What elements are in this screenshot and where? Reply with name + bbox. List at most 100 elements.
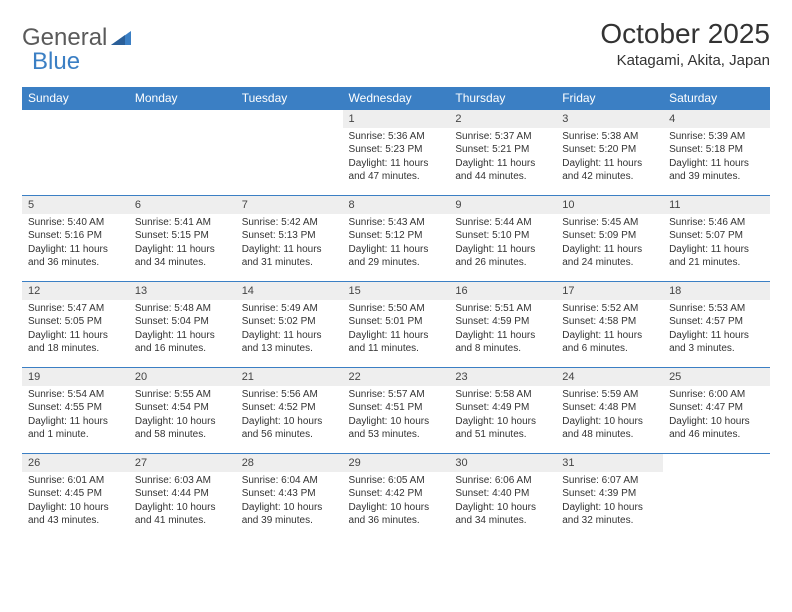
- day-number-cell: 17: [556, 282, 663, 300]
- daylight-line: Daylight: 11 hours and 36 minutes.: [28, 243, 123, 270]
- sunset-line: Sunset: 4:57 PM: [669, 315, 764, 329]
- day-content-cell: Sunrise: 6:07 AMSunset: 4:39 PMDaylight:…: [556, 472, 663, 540]
- day-content-cell: Sunrise: 6:04 AMSunset: 4:43 PMDaylight:…: [236, 472, 343, 540]
- sunset-line: Sunset: 5:23 PM: [349, 143, 444, 157]
- week-content-row: Sunrise: 5:47 AMSunset: 5:05 PMDaylight:…: [22, 300, 770, 368]
- daylight-line: Daylight: 10 hours and 32 minutes.: [562, 501, 657, 528]
- daylight-line: Daylight: 10 hours and 43 minutes.: [28, 501, 123, 528]
- day-content-cell: Sunrise: 5:45 AMSunset: 5:09 PMDaylight:…: [556, 214, 663, 282]
- sunrise-line: Sunrise: 5:51 AM: [455, 302, 550, 316]
- sunrise-line: Sunrise: 5:57 AM: [349, 388, 444, 402]
- day-number-cell: 16: [449, 282, 556, 300]
- col-sun: Sunday: [22, 87, 129, 110]
- daylight-line: Daylight: 10 hours and 48 minutes.: [562, 415, 657, 442]
- day-number-cell: 1: [343, 110, 450, 128]
- day-content-cell: Sunrise: 5:53 AMSunset: 4:57 PMDaylight:…: [663, 300, 770, 368]
- daylight-line: Daylight: 10 hours and 58 minutes.: [135, 415, 230, 442]
- sunset-line: Sunset: 4:48 PM: [562, 401, 657, 415]
- sunrise-line: Sunrise: 5:52 AM: [562, 302, 657, 316]
- sunrise-line: Sunrise: 5:36 AM: [349, 130, 444, 144]
- day-content-cell: Sunrise: 5:58 AMSunset: 4:49 PMDaylight:…: [449, 386, 556, 454]
- day-content-cell: Sunrise: 5:54 AMSunset: 4:55 PMDaylight:…: [22, 386, 129, 454]
- title-block: October 2025 Katagami, Akita, Japan: [600, 18, 770, 69]
- daylight-line: Daylight: 11 hours and 31 minutes.: [242, 243, 337, 270]
- header: General October 2025 Katagami, Akita, Ja…: [22, 18, 770, 69]
- day-number-cell: 12: [22, 282, 129, 300]
- day-number-cell: 8: [343, 196, 450, 214]
- sunset-line: Sunset: 4:51 PM: [349, 401, 444, 415]
- day-number-cell: 24: [556, 368, 663, 386]
- sunset-line: Sunset: 4:52 PM: [242, 401, 337, 415]
- daylight-line: Daylight: 10 hours and 41 minutes.: [135, 501, 230, 528]
- sunrise-line: Sunrise: 5:53 AM: [669, 302, 764, 316]
- week-content-row: Sunrise: 5:36 AMSunset: 5:23 PMDaylight:…: [22, 128, 770, 196]
- day-content-cell: Sunrise: 5:39 AMSunset: 5:18 PMDaylight:…: [663, 128, 770, 196]
- calendar-body: 1234Sunrise: 5:36 AMSunset: 5:23 PMDayli…: [22, 110, 770, 540]
- daylight-line: Daylight: 11 hours and 18 minutes.: [28, 329, 123, 356]
- day-content-cell: Sunrise: 5:37 AMSunset: 5:21 PMDaylight:…: [449, 128, 556, 196]
- day-number-cell: 14: [236, 282, 343, 300]
- calendar-table: Sunday Monday Tuesday Wednesday Thursday…: [22, 87, 770, 540]
- sunrise-line: Sunrise: 5:56 AM: [242, 388, 337, 402]
- day-content-cell: [236, 128, 343, 196]
- daylight-line: Daylight: 10 hours and 51 minutes.: [455, 415, 550, 442]
- sunrise-line: Sunrise: 5:58 AM: [455, 388, 550, 402]
- day-content-cell: Sunrise: 5:43 AMSunset: 5:12 PMDaylight:…: [343, 214, 450, 282]
- day-content-cell: [129, 128, 236, 196]
- location: Katagami, Akita, Japan: [600, 52, 770, 69]
- day-content-cell: Sunrise: 5:47 AMSunset: 5:05 PMDaylight:…: [22, 300, 129, 368]
- daylight-line: Daylight: 11 hours and 24 minutes.: [562, 243, 657, 270]
- col-fri: Friday: [556, 87, 663, 110]
- sunset-line: Sunset: 5:01 PM: [349, 315, 444, 329]
- day-content-cell: Sunrise: 5:42 AMSunset: 5:13 PMDaylight:…: [236, 214, 343, 282]
- day-content-cell: Sunrise: 5:59 AMSunset: 4:48 PMDaylight:…: [556, 386, 663, 454]
- sunset-line: Sunset: 4:55 PM: [28, 401, 123, 415]
- sunrise-line: Sunrise: 5:59 AM: [562, 388, 657, 402]
- day-number-cell: 7: [236, 196, 343, 214]
- day-number-cell: 4: [663, 110, 770, 128]
- sunrise-line: Sunrise: 6:07 AM: [562, 474, 657, 488]
- day-content-cell: Sunrise: 6:06 AMSunset: 4:40 PMDaylight:…: [449, 472, 556, 540]
- daylight-line: Daylight: 11 hours and 47 minutes.: [349, 157, 444, 184]
- day-content-cell: Sunrise: 6:01 AMSunset: 4:45 PMDaylight:…: [22, 472, 129, 540]
- day-number-cell: [22, 110, 129, 128]
- daylight-line: Daylight: 11 hours and 21 minutes.: [669, 243, 764, 270]
- week-content-row: Sunrise: 5:40 AMSunset: 5:16 PMDaylight:…: [22, 214, 770, 282]
- month-title: October 2025: [600, 18, 770, 50]
- daylight-line: Daylight: 11 hours and 6 minutes.: [562, 329, 657, 356]
- sunrise-line: Sunrise: 5:54 AM: [28, 388, 123, 402]
- day-content-cell: Sunrise: 5:40 AMSunset: 5:16 PMDaylight:…: [22, 214, 129, 282]
- sunrise-line: Sunrise: 5:41 AM: [135, 216, 230, 230]
- sunrise-line: Sunrise: 5:55 AM: [135, 388, 230, 402]
- day-number-cell: 13: [129, 282, 236, 300]
- sunset-line: Sunset: 4:42 PM: [349, 487, 444, 501]
- week-daynum-row: 1234: [22, 110, 770, 128]
- sunset-line: Sunset: 5:05 PM: [28, 315, 123, 329]
- day-number-cell: 21: [236, 368, 343, 386]
- day-number-cell: 9: [449, 196, 556, 214]
- sunrise-line: Sunrise: 6:05 AM: [349, 474, 444, 488]
- day-number-cell: 28: [236, 454, 343, 472]
- sunset-line: Sunset: 5:10 PM: [455, 229, 550, 243]
- sunrise-line: Sunrise: 5:48 AM: [135, 302, 230, 316]
- sunset-line: Sunset: 5:20 PM: [562, 143, 657, 157]
- week-daynum-row: 19202122232425: [22, 368, 770, 386]
- daylight-line: Daylight: 11 hours and 26 minutes.: [455, 243, 550, 270]
- sunrise-line: Sunrise: 5:37 AM: [455, 130, 550, 144]
- day-content-cell: Sunrise: 6:05 AMSunset: 4:42 PMDaylight:…: [343, 472, 450, 540]
- sunrise-line: Sunrise: 5:44 AM: [455, 216, 550, 230]
- col-wed: Wednesday: [343, 87, 450, 110]
- sunset-line: Sunset: 4:44 PM: [135, 487, 230, 501]
- day-number-cell: 31: [556, 454, 663, 472]
- daylight-line: Daylight: 11 hours and 3 minutes.: [669, 329, 764, 356]
- day-content-cell: Sunrise: 5:48 AMSunset: 5:04 PMDaylight:…: [129, 300, 236, 368]
- daylight-line: Daylight: 10 hours and 36 minutes.: [349, 501, 444, 528]
- daylight-line: Daylight: 11 hours and 44 minutes.: [455, 157, 550, 184]
- day-content-cell: Sunrise: 5:56 AMSunset: 4:52 PMDaylight:…: [236, 386, 343, 454]
- sunrise-line: Sunrise: 6:00 AM: [669, 388, 764, 402]
- col-tue: Tuesday: [236, 87, 343, 110]
- day-number-cell: 5: [22, 196, 129, 214]
- day-number-cell: [129, 110, 236, 128]
- day-number-cell: 23: [449, 368, 556, 386]
- sunrise-line: Sunrise: 5:40 AM: [28, 216, 123, 230]
